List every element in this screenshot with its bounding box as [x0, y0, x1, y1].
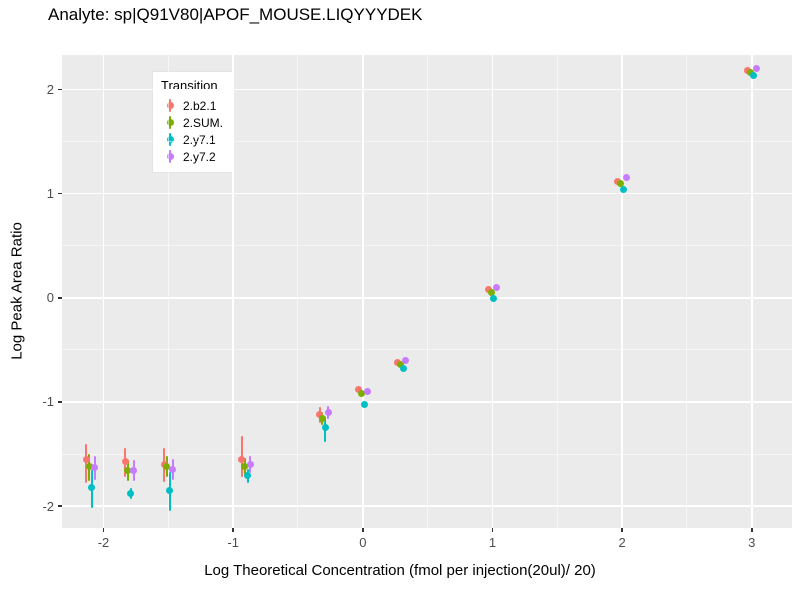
data-point-2.SUM. [163, 463, 171, 471]
data-point-2.y7.2 [169, 466, 177, 474]
data-point-2.y7.2 [363, 388, 371, 396]
x-tick-label: -2 [97, 535, 110, 550]
legend: Transition 2.b2.1 2.SUM. 2.y7.1 2.y7.2 [152, 71, 235, 173]
data-point-2.y7.2 [91, 464, 99, 472]
legend-item-2.SUM.: 2.SUM. [161, 114, 223, 131]
data-point-2.y7.1 [399, 365, 407, 373]
data-point-2.y7.1 [321, 424, 329, 432]
data-point-2.y7.2 [246, 460, 254, 468]
minor-gridline-y [62, 245, 792, 247]
data-point-2.y7.2 [324, 408, 332, 416]
data-point-2.y7.2 [130, 467, 138, 475]
legend-label: 2.b2.1 [183, 98, 217, 113]
minor-gridline-y [62, 453, 792, 455]
data-point-2.y7.2 [493, 283, 501, 291]
legend-label: 2.y7.1 [183, 132, 216, 147]
data-point-2.y7.1 [490, 295, 498, 303]
minor-gridline-y [62, 140, 792, 142]
major-gridline-y [62, 297, 792, 299]
minor-gridline-y [62, 349, 792, 351]
glyph-dot [166, 153, 174, 160]
y-tick-label: 1 [46, 186, 54, 202]
x-tick-label: 1 [488, 535, 497, 550]
data-point-2.SUM. [487, 289, 495, 297]
data-point-2.y7.1 [360, 400, 368, 408]
data-point-2.SUM. [124, 467, 132, 475]
y-tickmark [58, 88, 62, 91]
glyph-dot [166, 102, 174, 109]
y-tick-label: -2 [42, 498, 54, 514]
x-tickmark [362, 528, 364, 532]
data-point-2.b2.1 [355, 385, 363, 393]
x-tickmark [751, 528, 753, 532]
data-point-2.y7.1 [88, 483, 96, 491]
glyph-dot [166, 136, 174, 143]
y-tickmark [58, 192, 62, 195]
x-tick-label: -1 [227, 535, 239, 550]
y-tick-label: 2 [46, 81, 54, 97]
minor-gridline-x [297, 55, 299, 528]
major-gridline-y [62, 192, 792, 195]
legend-label: 2.SUM. [183, 115, 224, 130]
data-point-2.y7.1 [244, 472, 252, 480]
data-point-2.SUM. [318, 415, 326, 423]
x-tick-label: 3 [748, 535, 756, 550]
data-point-2.SUM. [617, 179, 625, 187]
data-point-2.b2.1 [238, 455, 246, 463]
data-point-2.y7.1 [749, 72, 757, 80]
glyph-dot [166, 119, 174, 126]
data-point-2.b2.1 [316, 410, 324, 418]
legend-item-2.y7.1: 2.y7.1 [161, 131, 223, 148]
chart-title: Analyte: sp|Q91V80|APOF_MOUSE.LIQYYYDEK [48, 5, 423, 24]
y-tickmark [58, 401, 62, 403]
minor-gridline-x [427, 55, 429, 528]
data-point-2.y7.2 [752, 65, 760, 73]
data-point-2.y7.2 [402, 356, 410, 364]
major-gridline-y [62, 88, 792, 91]
legend-title: Transition [161, 78, 218, 93]
y-tick-label: -1 [42, 394, 54, 410]
legend-item-2.b2.1: 2.b2.1 [161, 97, 223, 114]
major-gridline-x [751, 55, 753, 528]
legend-label: 2.y7.2 [183, 149, 216, 164]
major-gridline-y [62, 505, 792, 507]
pointrange-glyph [161, 131, 179, 148]
minor-gridline-x [556, 55, 558, 528]
data-point-2.y7.1 [166, 486, 174, 494]
pointrange-glyph [161, 148, 179, 165]
y-tick-label: 0 [46, 290, 54, 306]
y-tickmark [58, 297, 62, 299]
pointrange-glyph [161, 114, 179, 131]
major-gridline-x [232, 55, 234, 528]
data-point-2.SUM. [396, 360, 404, 368]
x-tick-label: 2 [618, 535, 626, 550]
major-gridline-x [362, 55, 364, 528]
major-gridline-x [621, 55, 623, 528]
data-point-2.SUM. [85, 463, 93, 471]
x-tickmark [491, 528, 494, 532]
data-point-2.SUM. [241, 463, 249, 471]
y-tickmark [58, 505, 62, 507]
data-point-2.b2.1 [82, 455, 90, 463]
data-point-2.SUM. [357, 390, 365, 398]
minor-gridline-x [686, 55, 688, 528]
data-point-2.y7.1 [127, 490, 135, 498]
legend-item-2.y7.2: 2.y7.2 [161, 148, 223, 165]
x-tickmark [232, 528, 234, 532]
legend-items: 2.b2.1 2.SUM. 2.y7.1 2.y7.2 [161, 97, 223, 165]
x-tick-label: 0 [359, 535, 367, 550]
x-axis-title: Log Theoretical Concentration (fmol per … [204, 562, 596, 579]
data-point-2.y7.2 [622, 174, 630, 182]
x-tickmark [621, 528, 623, 532]
major-gridline-y [62, 401, 792, 403]
data-point-2.y7.1 [620, 185, 628, 193]
major-gridline-x [102, 55, 105, 528]
x-tickmark [102, 528, 105, 532]
pointrange-glyph [161, 97, 179, 114]
minor-gridline-x [167, 55, 169, 528]
data-point-2.b2.1 [121, 457, 129, 465]
